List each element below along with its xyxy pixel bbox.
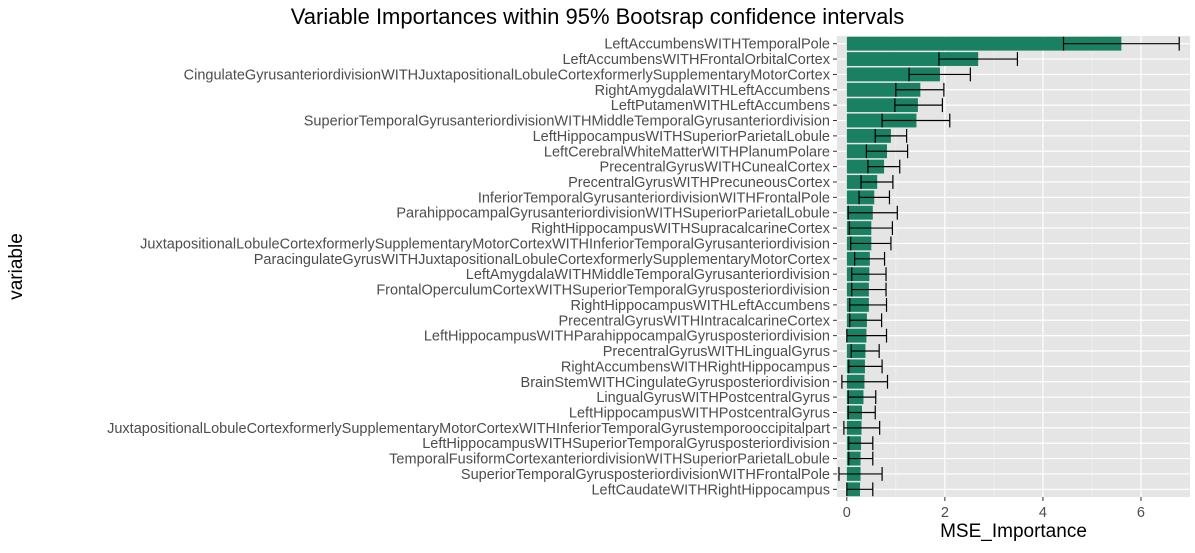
bar xyxy=(846,36,1122,51)
y-tick-label: SuperiorTemporalGyrusanteriordivisionWIT… xyxy=(304,114,830,130)
y-tick-label: LeftAccumbensWITHFrontalOrbitalCortex xyxy=(562,52,830,68)
y-tick-label: RightHippocampusWITHSupracalcarineCortex xyxy=(531,221,831,237)
bar xyxy=(846,82,921,97)
bar xyxy=(846,128,891,143)
y-tick-label: LeftHippocampusWITHParahippocampalGyrusp… xyxy=(424,329,830,345)
y-tick-label: FrontalOperculumCortexWITHSuperiorTempor… xyxy=(376,283,830,299)
y-tick-label: CingulateGyrusanteriordivisionWITHJuxtap… xyxy=(184,67,831,83)
y-tick-label: PrecentralGyrusWITHLingualGyrus xyxy=(603,344,830,360)
y-tick-label: InferiorTemporalGyrusanteriordivisionWIT… xyxy=(478,190,830,206)
chart-title: Variable Importances within 95% Bootsrap… xyxy=(290,4,905,29)
bar xyxy=(846,52,979,66)
y-tick-label: ParahippocampalGyrusanteriordivisionWITH… xyxy=(396,206,830,222)
y-tick-label: PrecentralGyrusWITHIntracalcarineCortex xyxy=(558,313,830,329)
bar xyxy=(846,67,940,82)
x-tick-label: 6 xyxy=(1137,505,1145,521)
y-axis-title: variable xyxy=(6,233,27,300)
y-tick-label: SuperiorTemporalGyrusposteriordivisionWI… xyxy=(461,467,830,483)
bar xyxy=(846,98,918,113)
y-tick-label: RightHippocampusWITHLeftAccumbens xyxy=(571,298,831,314)
y-tick-label: BrainStemWITHCingulateGyrusposteriordivi… xyxy=(521,375,830,391)
y-tick-label: RightAccumbensWITHRightHippocampus xyxy=(561,359,830,375)
y-tick-label: RightAmygdalaWITHLeftAccumbens xyxy=(595,83,830,99)
y-tick-label: JuxtapositionalLobuleCortexformerlySuppl… xyxy=(140,236,830,252)
y-tick-label: JuxtapositionalLobuleCortexformerlySuppl… xyxy=(107,421,830,437)
y-tick-label: LeftAccumbensWITHTemporalPole xyxy=(604,37,830,53)
y-tick-label: TemporalFusiformCortexanteriordivisionWI… xyxy=(389,452,830,468)
x-tick-label: 2 xyxy=(941,505,949,521)
bar xyxy=(846,159,885,174)
y-tick-label: LeftCerebralWhiteMatterWITHPlanumPolare xyxy=(544,144,830,160)
y-tick-label: LeftHippocampusWITHSuperiorParietalLobul… xyxy=(533,129,830,145)
x-tick-label: 4 xyxy=(1039,505,1047,521)
y-tick-label: LeftPutamenWITHLeftAccumbens xyxy=(611,98,830,114)
y-tick-label: PrecentralGyrusWITHCunealCortex xyxy=(600,160,831,176)
y-tick-label: LeftAmygdalaWITHMiddleTemporalGyrusanter… xyxy=(466,267,830,283)
y-tick-label: LingualGyrusWITHPostcentralGyrus xyxy=(596,390,830,406)
y-tick-label: LeftHippocampusWITHPostcentralGyrus xyxy=(569,405,830,421)
y-tick-label: LeftCaudateWITHRightHippocampus xyxy=(591,482,830,498)
y-tick-label: LeftHippocampusWITHSuperiorTemporalGyrus… xyxy=(422,436,830,452)
x-tick-label: 0 xyxy=(843,505,851,521)
y-tick-label: PrecentralGyrusWITHPrecuneousCortex xyxy=(568,175,831,191)
y-tick-label: ParacingulateGyrusWITHJuxtapositionalLob… xyxy=(254,252,831,268)
x-axis-title: MSE_Importance xyxy=(940,521,1087,542)
